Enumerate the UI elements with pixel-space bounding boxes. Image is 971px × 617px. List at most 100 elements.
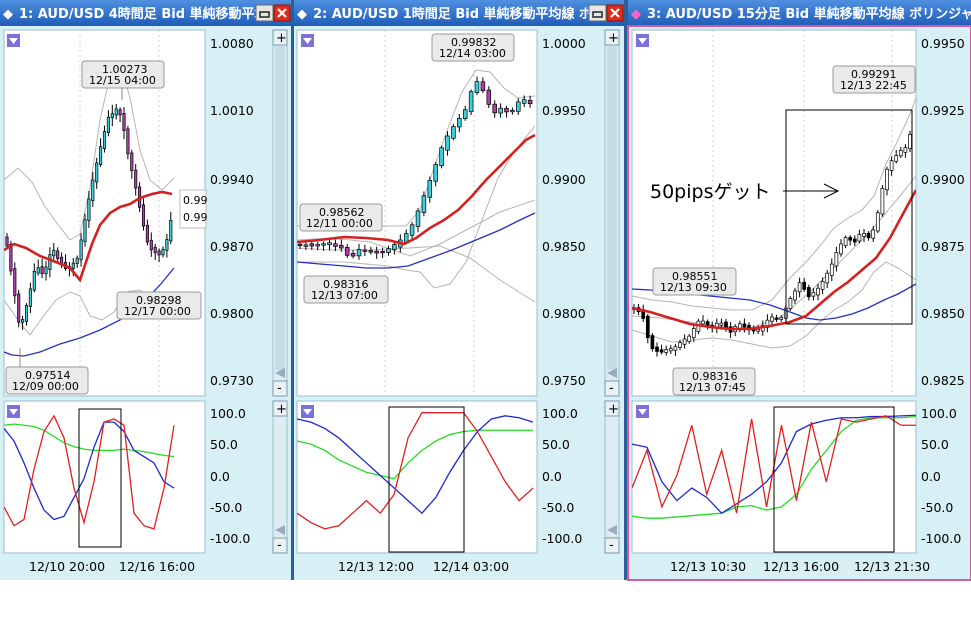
moving-average-short: [632, 189, 916, 331]
svg-text:0.9850: 0.9850: [921, 306, 965, 321]
svg-text:100.0: 100.0: [542, 406, 578, 421]
candle: [474, 81, 480, 93]
svg-text:12/13 07:45: 12/13 07:45: [679, 381, 746, 394]
svg-text:12/13 09:30: 12/13 09:30: [660, 281, 727, 294]
candle: [504, 107, 509, 113]
title-bar[interactable]: [628, 0, 971, 26]
close-button[interactable]: [273, 4, 291, 22]
oscillator-plot[interactable]: [296, 400, 538, 554]
svg-text:1.0080: 1.0080: [210, 36, 254, 51]
title-bar[interactable]: [0, 0, 291, 26]
candle: [28, 288, 32, 307]
svg-text:1.0010: 1.0010: [210, 103, 254, 118]
candle: [44, 266, 48, 275]
svg-text:0.98298: 0.98298: [136, 294, 182, 307]
svg-text:12/13 10:30: 12/13 10:30: [670, 559, 746, 574]
minimize-button[interactable]: [255, 4, 274, 22]
svg-text:0.98562: 0.98562: [319, 206, 365, 219]
settings-dropdown-osc[interactable]: [301, 405, 314, 418]
svg-text:+: +: [608, 31, 619, 46]
candle: [95, 162, 99, 183]
chart-window-3: ◆ 3: AUD/USD 15分足 Bid 単純移動平均線 ボリンジャー 0.9…: [627, 0, 971, 581]
scrollbar[interactable]: + -: [272, 29, 288, 397]
price-callout: 0.99832 12/14 03:00: [431, 33, 515, 62]
settings-dropdown[interactable]: [301, 34, 314, 47]
close-button[interactable]: [606, 4, 624, 22]
candle: [17, 293, 21, 323]
candle: [724, 321, 728, 329]
settings-dropdown[interactable]: [7, 34, 20, 47]
band-line: [4, 60, 175, 241]
band-line: [297, 125, 536, 289]
candle: [527, 99, 533, 105]
svg-text:-: -: [609, 381, 614, 396]
settings-dropdown-osc[interactable]: [636, 405, 649, 418]
chart-window-1: ◆ 1: AUD/USD 4時間足 Bid 単純移動平均 + - + -: [0, 0, 291, 574]
svg-text:0.0: 0.0: [210, 469, 230, 484]
candle: [427, 180, 433, 198]
svg-text:0.0: 0.0: [542, 469, 562, 484]
svg-text:-100.0: -100.0: [210, 531, 250, 546]
candle: [83, 219, 87, 242]
candle: [852, 238, 857, 243]
svg-text:-50.0: -50.0: [542, 500, 574, 515]
svg-text:-50.0: -50.0: [210, 500, 242, 515]
candle: [457, 117, 462, 128]
price-axis: 1.0080 1.0010 0.9940 0.9870 0.9800 0.973…: [210, 36, 254, 388]
candle: [898, 149, 903, 157]
oscillator-axis: 100.0 50.0 0.0 -50.0 -100.0: [210, 406, 250, 546]
candle: [368, 250, 374, 253]
price-callout: 0.98316 12/13 07:45: [672, 367, 756, 396]
svg-text:50.0: 50.0: [921, 437, 949, 452]
candle: [439, 147, 444, 167]
window-divider: [291, 0, 294, 580]
moving-average-short: [297, 133, 536, 246]
diamond-icon: ◆: [631, 7, 641, 22]
band-line: [632, 261, 916, 349]
candle: [118, 109, 122, 116]
svg-text:0.9750: 0.9750: [542, 373, 586, 388]
price-tag: 0.99 0.99: [179, 189, 208, 229]
settings-dropdown[interactable]: [636, 34, 649, 47]
candle: [445, 135, 450, 151]
scrollbar-osc[interactable]: + -: [604, 400, 620, 554]
candle: [110, 113, 114, 119]
svg-text:12/13 16:00: 12/13 16:00: [763, 559, 839, 574]
svg-text:100.0: 100.0: [210, 406, 246, 421]
candle: [510, 109, 515, 113]
scrollbar-osc[interactable]: + -: [272, 400, 288, 554]
candle: [839, 243, 843, 255]
candle: [866, 232, 871, 239]
oscillator-plot[interactable]: [3, 400, 206, 554]
title-bar[interactable]: [294, 0, 626, 26]
svg-text:-: -: [609, 538, 614, 553]
candle: [770, 316, 774, 322]
candle: [333, 243, 338, 247]
candle: [350, 252, 356, 257]
bollinger-bands: [4, 60, 175, 336]
highlight-box: [785, 109, 913, 325]
window-title: 2: AUD/USD 1時間足 Bid 単純移動平均線 ボリ: [313, 6, 605, 22]
candle: [374, 250, 379, 254]
svg-text:0.9730: 0.9730: [210, 373, 254, 388]
candle: [797, 282, 802, 293]
candle: [650, 335, 655, 350]
candle: [75, 257, 79, 265]
candle: [857, 233, 862, 242]
candle: [9, 243, 13, 272]
candle: [678, 342, 682, 348]
price-plot[interactable]: [3, 29, 206, 397]
candle: [13, 268, 17, 297]
settings-dropdown-osc[interactable]: [7, 405, 20, 418]
svg-text:0.9825: 0.9825: [921, 373, 965, 388]
oscillator-line-blue: [4, 421, 175, 521]
minimize-button[interactable]: [588, 4, 607, 22]
candle: [52, 249, 56, 257]
scrollbar[interactable]: + -: [604, 29, 620, 397]
candle: [668, 348, 673, 352]
candle: [380, 250, 385, 254]
svg-text:0.99: 0.99: [183, 211, 208, 224]
candle: [486, 89, 492, 105]
candle: [102, 131, 107, 149]
candle: [114, 108, 118, 116]
